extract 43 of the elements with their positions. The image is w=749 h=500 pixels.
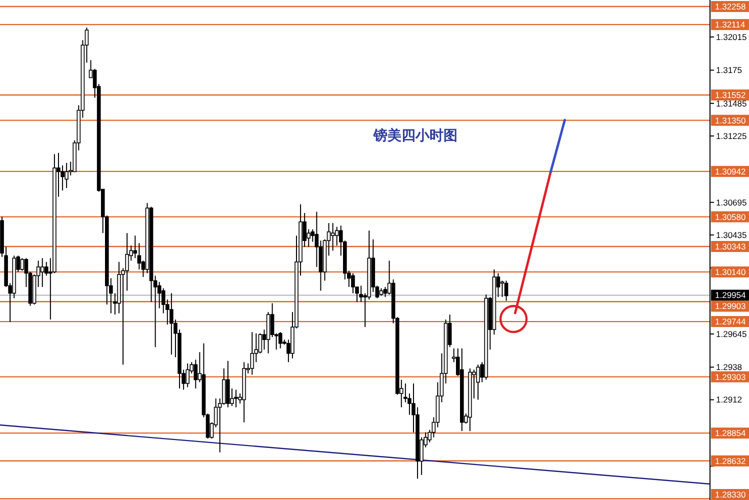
y-tick-label: 1.2938 <box>716 362 742 372</box>
ref-line-label: 1.30140 <box>715 266 746 277</box>
y-tick-label: 1.2912 <box>716 394 742 405</box>
candlestick <box>500 280 504 298</box>
ref-line-label: 1.28854 <box>715 428 746 438</box>
candlestick <box>226 360 230 408</box>
candlestick <box>270 302 274 338</box>
y-tick-label: 1.32015 <box>716 32 747 42</box>
ref-line-label: 1.31350 <box>715 115 746 126</box>
ref-line-label: 1.29903 <box>715 301 746 312</box>
candlestick <box>64 162 68 188</box>
y-tick-label: 1.31485 <box>716 98 747 108</box>
ref-line-label: 1.32114 <box>715 20 746 30</box>
ref-line-label: 1.28330 <box>715 489 746 500</box>
candlestick <box>504 280 508 302</box>
ref-line-label: 1.28632 <box>715 456 746 466</box>
candlestick <box>250 332 254 376</box>
ref-line-label: 1.30343 <box>715 241 746 252</box>
ref-line-label: 1.29744 <box>715 316 746 327</box>
candlestick <box>40 258 44 288</box>
candlestick <box>234 389 238 408</box>
ref-line-label: 1.31552 <box>715 90 746 100</box>
y-tick-label: 1.31225 <box>716 130 747 141</box>
ref-line-label: 1.32258 <box>715 1 746 12</box>
candlestick <box>330 222 335 252</box>
candlestick <box>20 258 24 272</box>
y-tick-label: 1.30435 <box>716 230 747 240</box>
text: 镑美四小时图 <box>372 127 458 144</box>
ref-line-label: 1.30580 <box>715 212 746 222</box>
candlestick <box>186 362 190 388</box>
candlestick <box>334 226 339 246</box>
y-tick-label: 1.30695 <box>716 197 747 208</box>
ref-line-label: 1.30942 <box>715 166 746 176</box>
y-tick-label: 1.29645 <box>716 328 747 339</box>
candlestick <box>476 364 480 400</box>
y-tick-label: 1.3175 <box>716 65 742 76</box>
ref-line-label: 1.29954 <box>715 290 746 300</box>
candlestick <box>170 292 174 356</box>
candlestick <box>383 286 388 298</box>
ref-line-label: 1.29303 <box>715 372 746 382</box>
candlestick <box>278 332 282 349</box>
candlestick <box>258 332 262 354</box>
candlestick <box>351 272 355 294</box>
